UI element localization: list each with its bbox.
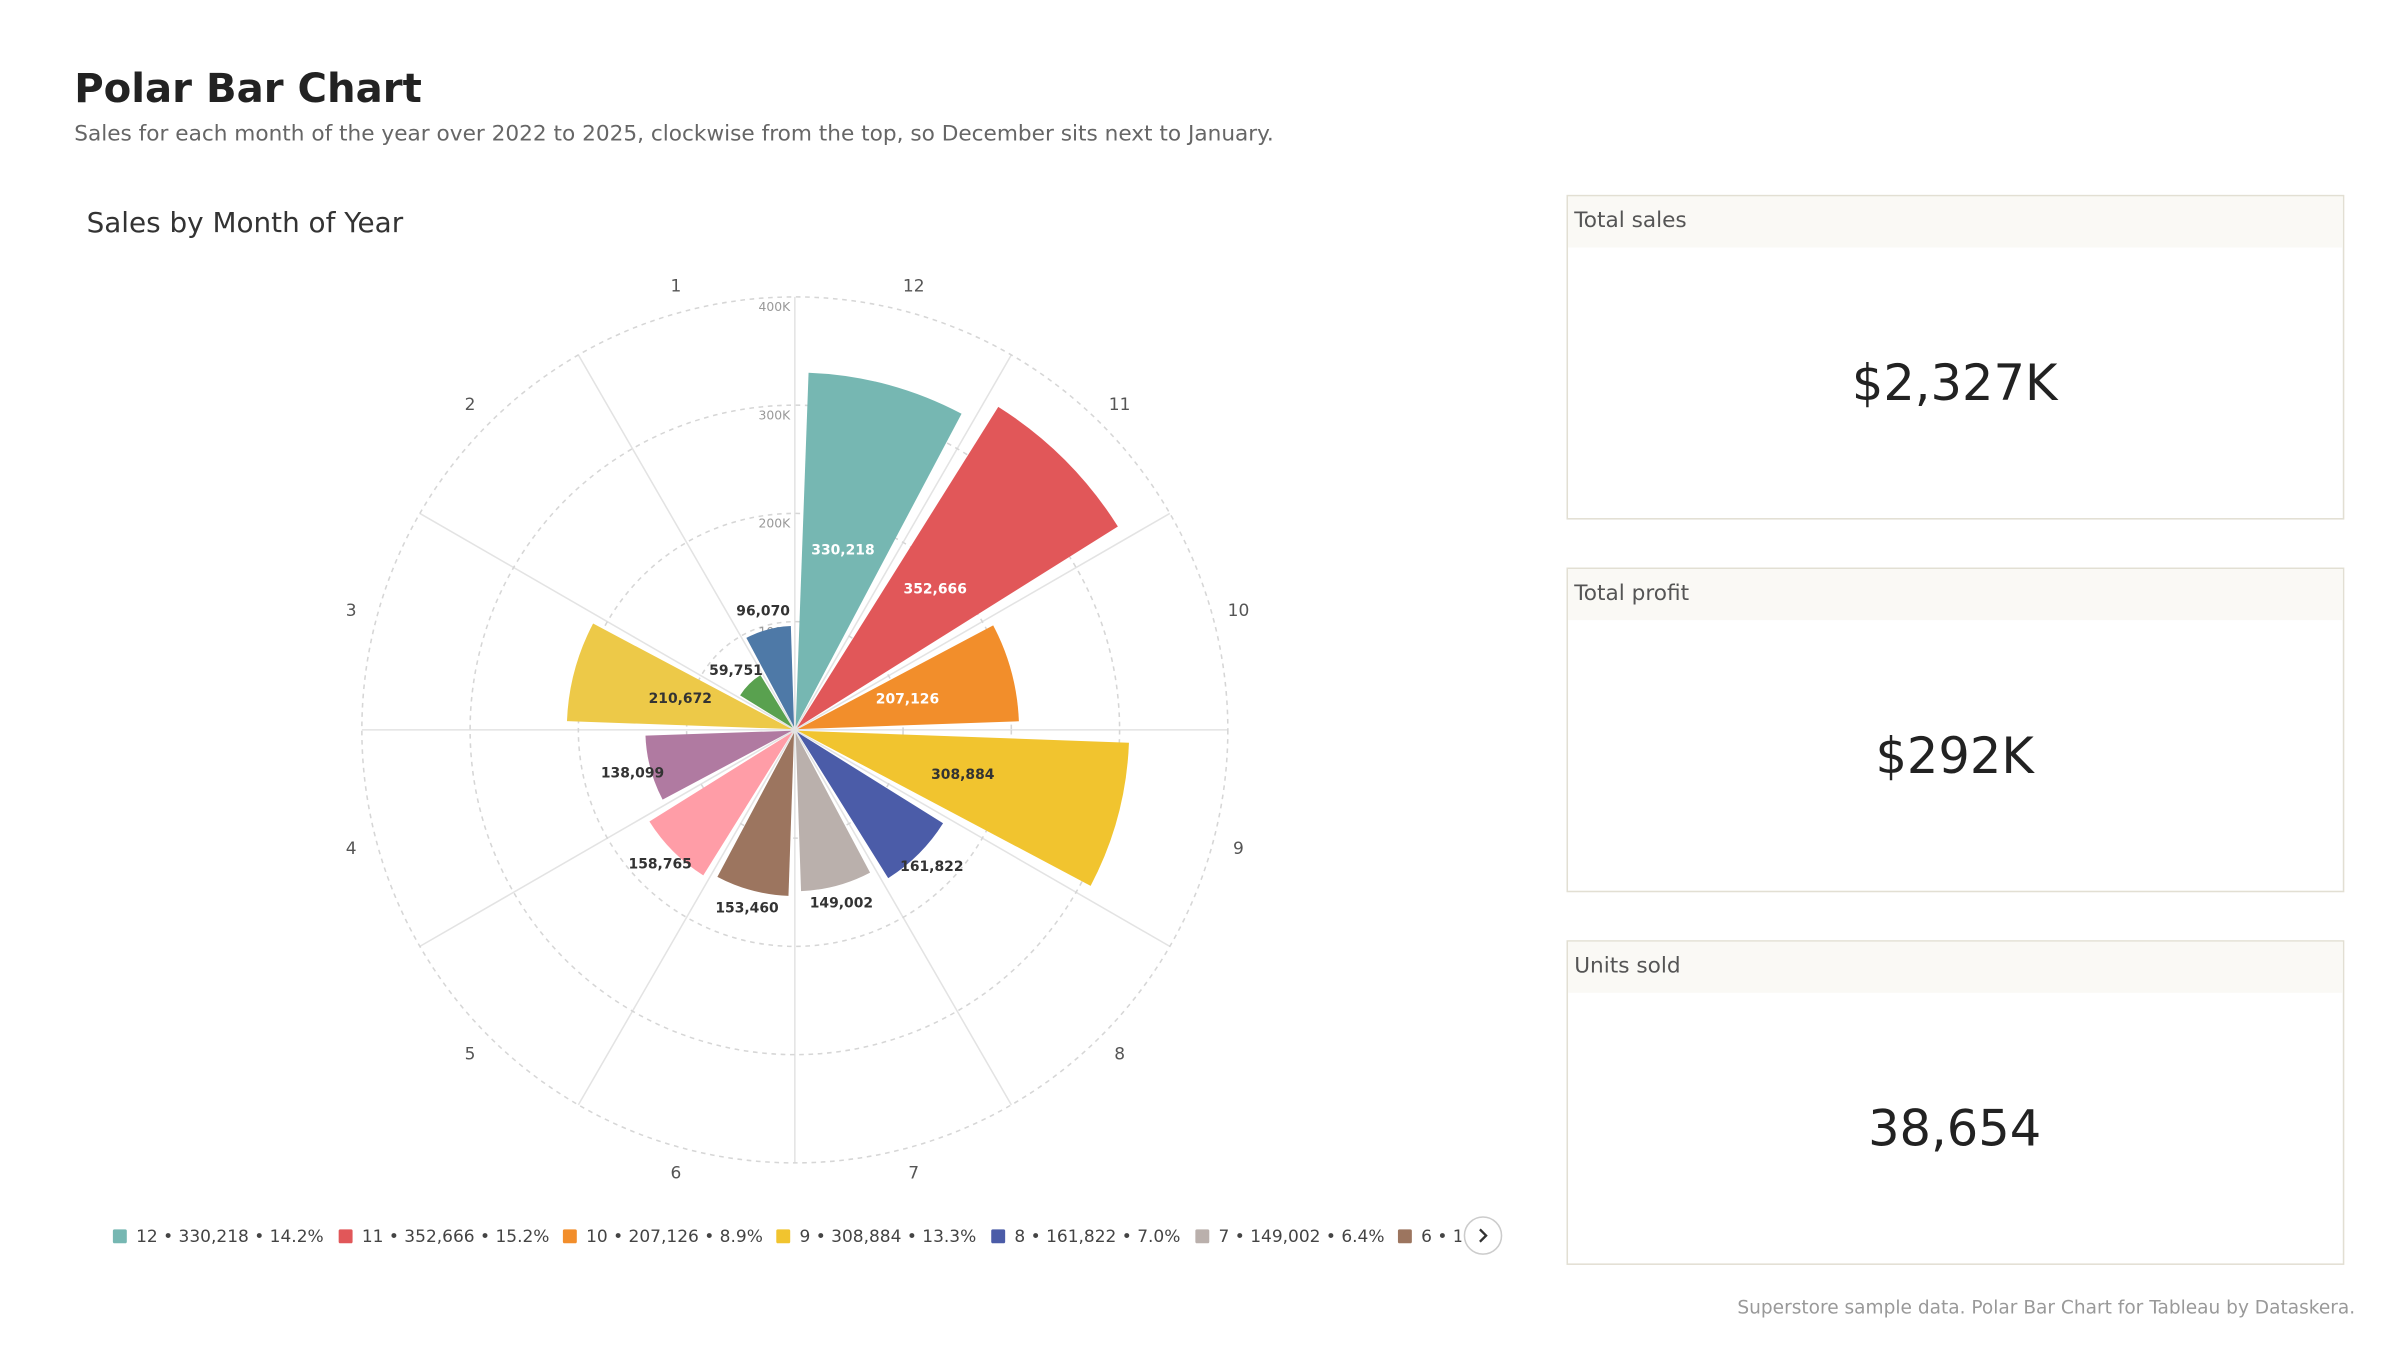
card-header	[1568, 941, 2343, 993]
grid-ring	[685, 620, 904, 839]
category-label: 11	[1109, 395, 1131, 415]
grid-ring	[469, 404, 1121, 1056]
legend-label: 6 • 15	[1421, 1227, 1474, 1247]
card-header	[1568, 569, 2343, 621]
chart-title: Sales by Month of Year	[87, 206, 404, 239]
bar	[645, 730, 792, 800]
category-label: 10	[1228, 601, 1250, 621]
category-label: 8	[1114, 1045, 1125, 1065]
bar	[797, 732, 944, 879]
value-label: 161,822	[900, 859, 963, 875]
r-tick-label: 200K	[759, 517, 792, 531]
legend-label: 10 • 207,126 • 8.9%	[586, 1227, 763, 1247]
r-tick-label: 400K	[759, 300, 792, 314]
bar	[795, 732, 871, 892]
legend-swatch	[112, 1229, 127, 1244]
card-value: $2,327K	[1852, 354, 2059, 412]
bar	[746, 625, 795, 727]
legend-next[interactable]	[1463, 1216, 1503, 1255]
legend-swatch	[776, 1229, 791, 1244]
footer: Superstore sample data. Polar Bar Chart …	[1737, 1298, 2355, 1319]
value-label: 330,218	[811, 542, 874, 558]
card-value: 38,654	[1868, 1099, 2041, 1157]
bar	[797, 406, 1118, 728]
card-header	[1568, 196, 2343, 248]
value-label: 96,070	[736, 604, 790, 620]
legend-next-icon	[1479, 1228, 1488, 1243]
grid-ring	[577, 512, 1013, 948]
card-label: Total sales	[1573, 208, 1686, 233]
spoke	[577, 354, 796, 731]
category-label: 5	[465, 1045, 476, 1065]
grid-ring	[361, 296, 1229, 1164]
legend-swatch	[338, 1229, 353, 1244]
page-title: Polar Bar Chart	[74, 66, 422, 112]
value-label: 210,672	[649, 691, 712, 707]
card	[1566, 940, 2345, 1265]
r-tick-label: 300K	[759, 408, 792, 422]
legend-label: 12 • 330,218 • 14.2%	[136, 1227, 324, 1247]
bar	[717, 732, 795, 896]
category-label: 9	[1233, 839, 1244, 859]
legend-swatch	[562, 1229, 577, 1244]
polar-chart: 100K200K300K400K96,070159,7512210,672313…	[346, 276, 1249, 1183]
bar	[566, 623, 792, 730]
value-label: 138,099	[601, 765, 664, 781]
bar	[797, 625, 1019, 730]
card-value: $292K	[1875, 727, 2035, 785]
bar	[649, 732, 793, 876]
category-label: 4	[346, 839, 357, 859]
category-label: 7	[908, 1164, 919, 1184]
category-label: 6	[671, 1164, 682, 1184]
legend-swatch	[1195, 1229, 1210, 1244]
bar	[740, 675, 793, 728]
legend-label: 9 • 308,884 • 13.3%	[799, 1227, 976, 1247]
card	[1566, 194, 2345, 520]
bar	[797, 730, 1129, 886]
page-subtitle: Sales for each month of the year over 20…	[74, 122, 1274, 147]
legend-label: 8 • 161,822 • 7.0%	[1014, 1227, 1180, 1247]
category-label: 2	[465, 395, 476, 415]
legend: 12 • 330,218 • 14.2% 11 • 352,666 • 15.2%…	[112, 1227, 1474, 1247]
value-label: 207,126	[876, 692, 939, 708]
cards: Total sales $2,327K Total profit $292K Units…	[1566, 194, 2345, 1265]
value-label: 158,765	[629, 857, 692, 873]
legend-label: 11 • 352,666 • 15.2%	[362, 1227, 550, 1247]
legend-label: 7 • 149,002 • 6.4%	[1219, 1227, 1385, 1247]
value-label: 153,460	[715, 900, 779, 916]
category-label: 1	[671, 276, 682, 296]
bar	[795, 372, 962, 727]
spoke	[577, 729, 796, 1106]
card-label: Total profit	[1573, 581, 1689, 606]
value-label: 59,751	[709, 663, 763, 679]
category-label: 12	[903, 276, 925, 296]
value-label: 149,002	[810, 896, 873, 912]
category-label: 3	[346, 601, 357, 621]
value-label: 352,666	[904, 582, 967, 598]
card-label: Units sold	[1574, 953, 1680, 978]
legend-swatch	[991, 1229, 1006, 1244]
legend-swatch	[1397, 1229, 1412, 1244]
card	[1566, 567, 2345, 893]
value-label: 308,884	[931, 767, 995, 783]
